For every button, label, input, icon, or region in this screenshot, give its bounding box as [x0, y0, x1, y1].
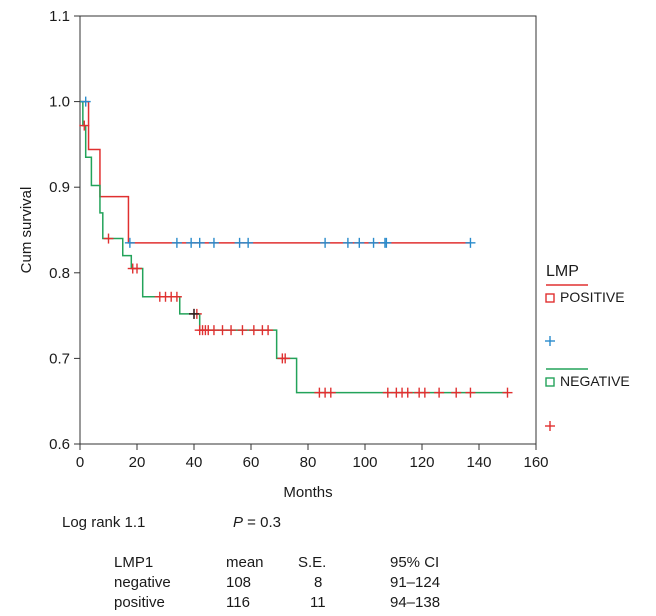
censor-mark-negative	[79, 120, 90, 131]
censor-mark-negative	[325, 387, 336, 398]
censor-mark-positive	[186, 237, 197, 248]
y-tick-label: 1.1	[49, 8, 70, 25]
p-value: P = 0.3	[233, 515, 281, 530]
header-mean: mean	[226, 554, 264, 571]
row-negative-se: 8	[314, 574, 323, 591]
x-tick-label: 40	[186, 454, 203, 471]
censor-mark-negative	[217, 325, 228, 336]
censor-mark-positive	[243, 237, 254, 248]
censor-mark-positive	[80, 96, 91, 107]
y-axis-label: Cum survival	[18, 187, 35, 274]
censor-mark-positive	[208, 237, 219, 248]
y-tick-label: 0.7	[49, 350, 70, 367]
y-tick-label: 0.6	[49, 436, 70, 453]
censor-mark-positive	[234, 237, 245, 248]
censor-mark-negative	[434, 387, 445, 398]
p-value-text: = 0.3	[243, 514, 281, 531]
y-tick-label: 0.9	[49, 179, 70, 196]
row-positive-mean: 116	[226, 594, 250, 611]
curve-negative	[80, 100, 508, 394]
row-negative-mean: 108	[226, 574, 252, 591]
x-tick-label: 60	[243, 454, 260, 471]
censor-mark-positive	[194, 237, 205, 248]
legend: LMP POSITIVE NEGATIVE	[545, 263, 630, 431]
legend-title: LMP	[546, 263, 579, 280]
censor-mark-positive	[368, 237, 379, 248]
p-symbol: P	[233, 514, 244, 531]
header-ci: 95% CI	[390, 554, 440, 571]
censor-mark-negative	[280, 353, 291, 364]
x-tick-label: 160	[523, 454, 548, 471]
legend-label: POSITIVE	[560, 289, 625, 305]
censor-mark-negative	[171, 291, 182, 302]
censor-mark-negative	[263, 325, 274, 336]
censor-mark-negative	[402, 387, 413, 398]
censor-mark-positive	[465, 237, 476, 248]
y-tick-label: 0.8	[49, 265, 70, 282]
legend-square	[545, 377, 555, 387]
legend-censor-mark	[545, 336, 555, 346]
row-positive-label: positive	[114, 594, 165, 611]
censor-mark-positive	[342, 237, 353, 248]
censor-mark-negative	[451, 387, 462, 398]
censor-mark-negative	[208, 325, 219, 336]
plot-frame	[79, 15, 537, 445]
censor-mark-positive	[381, 237, 392, 248]
censor-mark-extra	[189, 308, 199, 319]
row-negative-label: negative	[114, 574, 171, 591]
logrank-label: Log rank 1.1	[62, 514, 146, 531]
survival-chart: 0 20 40 60 80 100 120 140 160 0.6 0.7 0.8 0.9 1.0 1.1…	[18, 8, 630, 500]
legend-square	[545, 293, 555, 303]
censor-mark-positive	[354, 237, 365, 248]
y-tick-label: 1.0	[49, 94, 70, 111]
censor-mark-positive	[171, 237, 182, 248]
censor-mark-negative	[248, 325, 259, 336]
censor-mark-negative	[419, 387, 430, 398]
header-se: S.E.	[298, 554, 327, 571]
censor-mark-negative	[502, 387, 513, 398]
row-positive-ci: 94–138	[390, 594, 441, 611]
survival-curves	[79, 96, 513, 398]
censor-mark-positive	[124, 237, 135, 248]
x-tick-label: 0	[76, 454, 84, 471]
x-tick-label: 140	[466, 454, 491, 471]
censor-mark-negative	[226, 325, 237, 336]
censor-mark-negative	[103, 233, 114, 244]
row-negative-ci: 91–124	[390, 574, 441, 591]
row-positive-se: 11	[310, 594, 326, 611]
curve-positive	[80, 100, 471, 244]
censor-mark-positive	[320, 237, 331, 248]
censor-mark-negative	[132, 263, 142, 274]
x-tick-label: 80	[300, 454, 317, 471]
y-axis: 0.6 0.7 0.8 0.9 1.0 1.1	[49, 8, 80, 453]
censor-mark-negative	[237, 325, 248, 336]
legend-label: NEGATIVE	[560, 373, 630, 389]
censor-mark-negative	[465, 387, 476, 398]
x-axis-label: Months	[283, 484, 332, 500]
x-tick-label: 20	[129, 454, 146, 471]
x-tick-label: 120	[409, 454, 434, 471]
header-lmp1: LMP1	[114, 554, 154, 571]
x-axis: 0 20 40 60 80 100 120 140 160	[76, 444, 549, 471]
x-tick-label: 100	[352, 454, 377, 471]
legend-censor-mark	[545, 421, 555, 431]
censor-mark-negative	[382, 387, 393, 398]
